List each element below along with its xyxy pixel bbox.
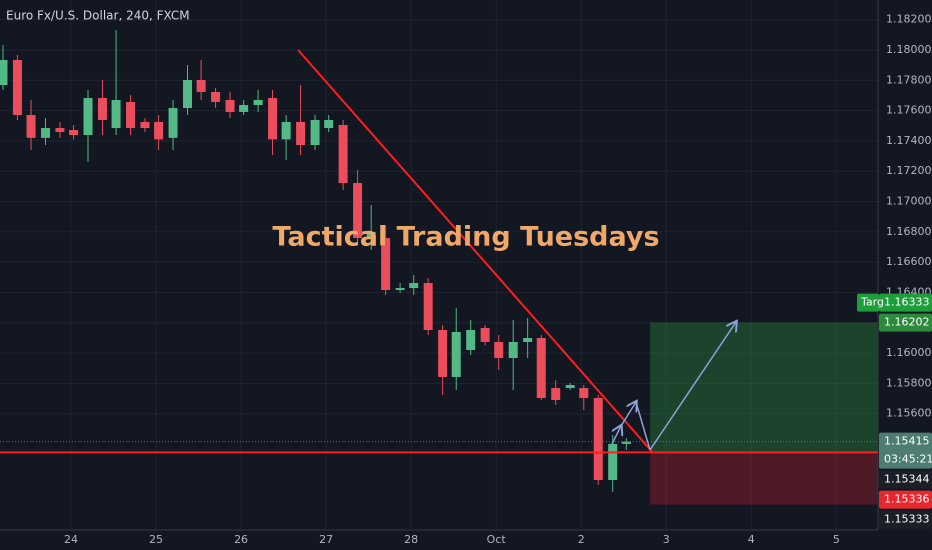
- candle-body: [551, 388, 561, 400]
- y-tick-label: 1.17000: [886, 195, 932, 208]
- price-tag-label: 1.16202: [884, 316, 930, 329]
- x-tick-label: 4: [748, 533, 755, 546]
- y-tick-label: 1.17200: [886, 164, 932, 177]
- arrow: [611, 426, 621, 445]
- arrow: [649, 322, 736, 451]
- x-tick-label: 3: [663, 533, 670, 546]
- x-tick-label: 25: [149, 533, 163, 546]
- candle-body: [353, 183, 363, 239]
- candle-body: [239, 105, 249, 112]
- price-tag-label: 1.15336: [884, 493, 930, 506]
- price-tag: [879, 510, 932, 529]
- x-tick-label: 28: [404, 533, 418, 546]
- candle-body: [40, 128, 50, 138]
- price-tag: [879, 432, 932, 469]
- y-tick-label: 1.15800: [886, 376, 932, 389]
- x-tick-label: 2: [578, 533, 585, 546]
- candle-body: [26, 115, 36, 138]
- candle-body: [494, 341, 504, 359]
- candle-body: [281, 121, 291, 140]
- y-tick-label: 1.16000: [886, 346, 932, 359]
- candle-body: [565, 385, 575, 389]
- chart-title: Euro Fx/U.S. Dollar, 240, FXCM: [6, 9, 190, 23]
- y-tick-label: 1.17800: [886, 73, 932, 86]
- candle-body: [140, 121, 150, 129]
- y-tick-label: 1.16800: [886, 225, 932, 238]
- candle-body: [196, 80, 206, 92]
- candle-body: [154, 121, 164, 140]
- price-tag: [879, 470, 932, 489]
- candle-body: [225, 100, 235, 112]
- candle-body: [0, 60, 8, 85]
- candle-body: [423, 283, 433, 330]
- candle-body: [253, 100, 263, 105]
- price-tag: [879, 313, 932, 332]
- candle-body: [12, 60, 22, 115]
- price-tag-label: 1.15344: [884, 473, 930, 486]
- candle-body: [480, 328, 490, 342]
- y-tick-label: 1.17600: [886, 104, 932, 117]
- candle-body: [579, 388, 589, 399]
- candle-body: [621, 441, 631, 444]
- candle-body: [168, 108, 178, 138]
- candle-body: [608, 443, 618, 480]
- projection-arrows: [611, 322, 736, 451]
- price-tag-label: 1.15333: [884, 513, 930, 526]
- target-tag-label: Targ: [860, 296, 884, 309]
- candle-body: [438, 330, 448, 377]
- candle-body: [536, 338, 546, 399]
- arrow: [635, 401, 651, 451]
- candle-body: [338, 125, 348, 184]
- x-tick-label: 26: [234, 533, 248, 546]
- candle-body: [395, 288, 405, 290]
- countdown: 03:45:21: [884, 453, 932, 466]
- candle-body: [466, 330, 476, 350]
- annotation: Tactical Trading Tuesdays: [272, 222, 659, 253]
- candle-body: [409, 283, 419, 289]
- target-tag: [857, 293, 879, 312]
- stop-zone: [650, 452, 878, 505]
- price-tag-label: 1.16333: [884, 296, 930, 309]
- y-tick-label: 1.18200: [886, 13, 932, 26]
- candle-body: [111, 100, 121, 129]
- x-tick-label: 24: [64, 533, 78, 546]
- x-tick-label: 27: [319, 533, 333, 546]
- price-tag-label: 1.15415: [884, 435, 930, 448]
- x-tick-label: Oct: [487, 533, 507, 546]
- candle-body: [310, 120, 320, 145]
- y-tick-label: 1.18000: [886, 43, 932, 56]
- candle-body: [83, 98, 93, 135]
- candle-body: [366, 231, 376, 239]
- x-tick-label: 5: [833, 533, 840, 546]
- candle-body: [593, 398, 603, 480]
- candle-body: [508, 341, 518, 359]
- candle-body: [183, 80, 193, 109]
- target-zone: [650, 322, 878, 453]
- candle-body: [451, 331, 461, 377]
- candle-body: [324, 120, 334, 129]
- candle-body: [268, 98, 278, 140]
- price-tag: [879, 490, 932, 509]
- y-tick-label: 1.15600: [886, 407, 932, 420]
- candle-body: [211, 91, 221, 102]
- y-tick-label: 1.17400: [886, 134, 932, 147]
- candle-body: [381, 238, 391, 290]
- trend-line: [297, 49, 654, 454]
- arrow: [620, 402, 636, 427]
- candle-body: [523, 338, 533, 342]
- candle-body: [126, 101, 136, 129]
- price-tag: [879, 293, 932, 312]
- y-tick-label: 1.16600: [886, 255, 932, 268]
- candle-body: [69, 130, 79, 135]
- candle-body: [55, 128, 65, 132]
- candle-body: [296, 121, 306, 145]
- candle-body: [97, 98, 107, 120]
